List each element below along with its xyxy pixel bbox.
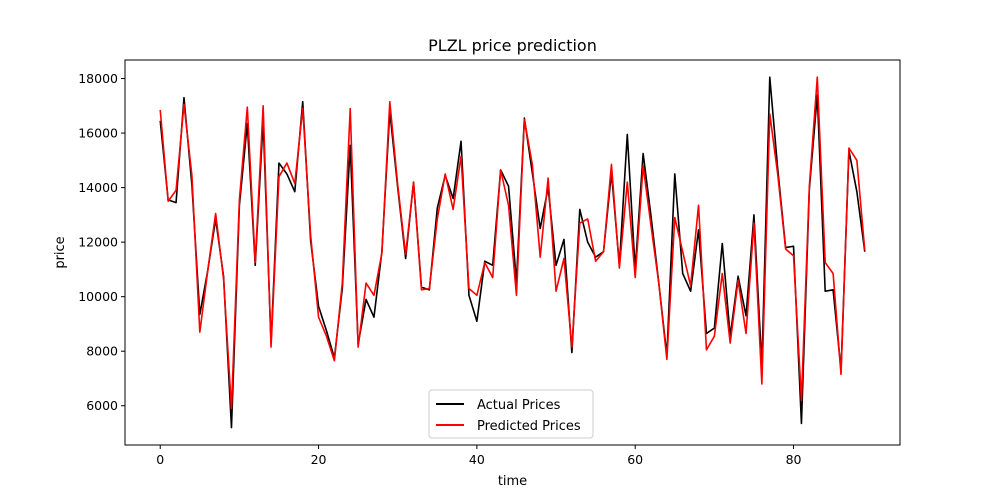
x-tick-label: 0 [156,452,164,467]
y-tick-label: 14000 [78,180,118,195]
legend: Actual Prices Predicted Prices [428,389,594,439]
y-tick-label: 12000 [78,235,118,250]
y-tick-label: 8000 [86,344,118,359]
x-tick-label: 20 [311,452,327,467]
y-axis: 6000 8000 10000 12000 14000 16000 18000 [78,71,125,413]
plot-frame [124,59,901,446]
y-axis-label: price [53,236,68,268]
legend-label-actual: Actual Prices [477,398,561,413]
x-axis-label: time [498,474,527,489]
legend-box [428,389,594,439]
series-layer [159,76,866,429]
legend-label-predicted: Predicted Prices [477,419,581,434]
x-tick-label: 40 [469,452,485,467]
y-tick-label: 16000 [78,126,118,141]
series-line-predicted-prices [159,76,866,410]
x-tick-label: 80 [786,452,802,467]
y-tick-label: 10000 [78,289,118,304]
y-tick-label: 6000 [86,398,118,413]
x-tick-label: 60 [627,452,643,467]
x-axis: 0 20 40 60 80 [156,445,802,467]
chart-title: PLZL price prediction [428,36,597,55]
y-tick-label: 18000 [78,71,118,86]
